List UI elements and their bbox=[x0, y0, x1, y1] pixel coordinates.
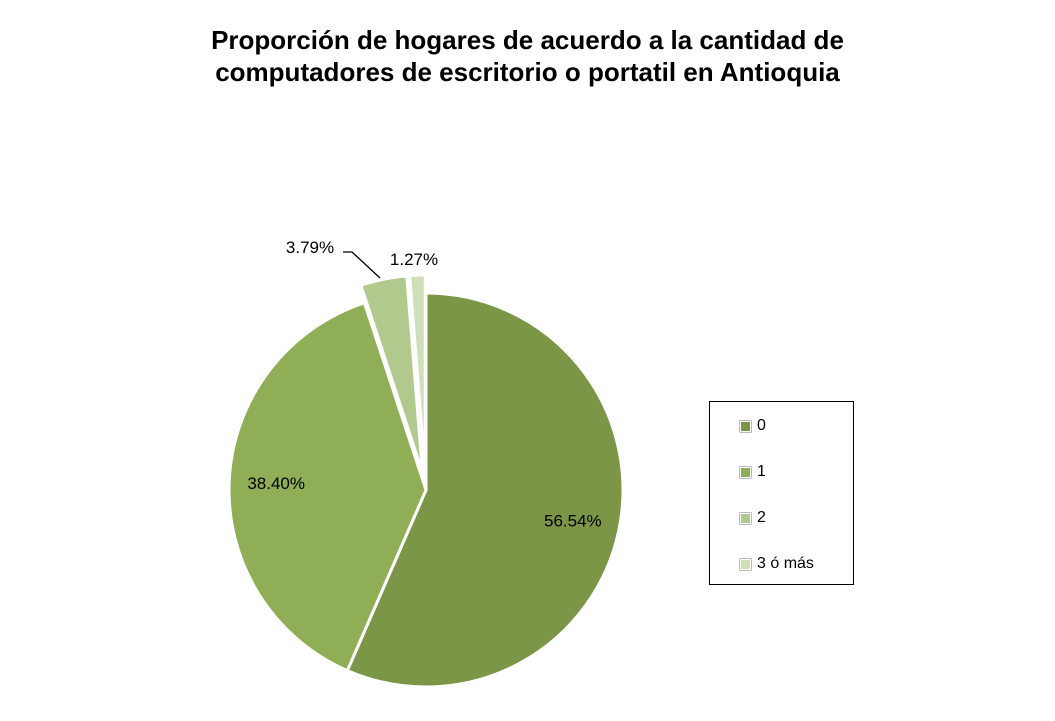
legend-swatch-1 bbox=[740, 466, 751, 478]
legend-swatch-2 bbox=[740, 512, 751, 524]
legend: 0 1 2 3 ó más bbox=[709, 401, 854, 585]
pie-slice-2 bbox=[359, 274, 424, 474]
legend-swatch-3 bbox=[740, 558, 751, 570]
legend-item-1: 1 bbox=[740, 462, 766, 482]
legend-item-0: 0 bbox=[740, 416, 766, 436]
legend-label-0: 0 bbox=[757, 417, 766, 434]
legend-swatch-0 bbox=[740, 420, 751, 432]
chart-title-line-2: computadores de escritorio o portatil en… bbox=[215, 57, 840, 87]
data-label-2: 3.79% bbox=[286, 238, 334, 257]
legend-item-3: 3 ó más bbox=[740, 554, 814, 574]
pie-slice-0 bbox=[345, 291, 625, 689]
legend-label-1: 1 bbox=[757, 463, 766, 480]
chart-title-line-1: Proporción de hogares de acuerdo a la ca… bbox=[211, 25, 844, 55]
pie-slice-3 bbox=[408, 273, 427, 474]
data-label-1: 38.40% bbox=[247, 474, 305, 493]
legend-item-2: 2 bbox=[740, 508, 766, 528]
chart-title: Proporción de hogares de acuerdo a la ca… bbox=[0, 24, 1055, 88]
data-label-3: 1.27% bbox=[390, 250, 438, 269]
legend-label-3: 3 ó más bbox=[757, 555, 814, 572]
data-label-0: 56.54% bbox=[544, 512, 602, 531]
leader-line-2 bbox=[343, 251, 381, 279]
legend-label-2: 2 bbox=[757, 509, 766, 526]
pie-slice-1 bbox=[227, 301, 428, 673]
